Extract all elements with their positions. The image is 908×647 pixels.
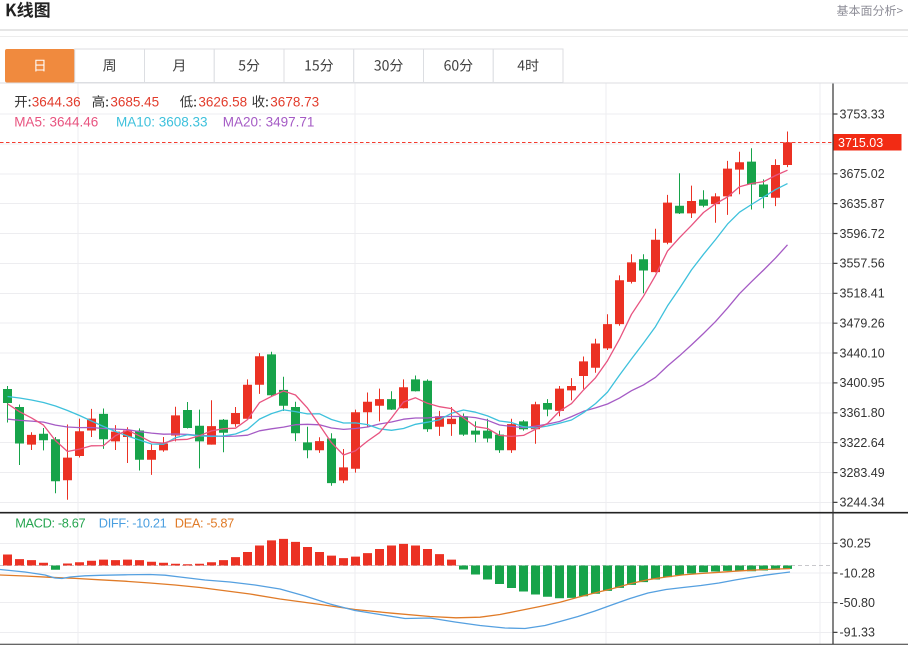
svg-text:-91.33: -91.33 [840, 626, 875, 640]
svg-text:3753.33: 3753.33 [840, 107, 885, 121]
svg-text:3596.72: 3596.72 [840, 227, 885, 241]
svg-text:MACD: -8.67: MACD: -8.67 [15, 516, 85, 531]
svg-text:DIFF: -10.21: DIFF: -10.21 [99, 516, 167, 531]
svg-text:3715.03: 3715.03 [838, 136, 883, 150]
svg-text:3322.64: 3322.64 [840, 436, 885, 450]
svg-text:MA5: 3644.46: MA5: 3644.46 [14, 115, 98, 130]
svg-text:3685.45: 3685.45 [110, 95, 159, 110]
svg-text:3283.49: 3283.49 [840, 466, 885, 480]
svg-text:3400.95: 3400.95 [840, 376, 885, 390]
svg-text:30.25: 30.25 [840, 537, 871, 551]
svg-text:3479.26: 3479.26 [840, 317, 885, 331]
svg-text:DEA: -5.87: DEA: -5.87 [175, 516, 234, 531]
svg-text:MA10: 3608.33: MA10: 3608.33 [116, 115, 208, 130]
svg-text:3518.41: 3518.41 [840, 287, 885, 301]
svg-text:3678.73: 3678.73 [270, 95, 319, 110]
svg-text:MA20: 3497.71: MA20: 3497.71 [223, 115, 315, 130]
svg-text:3635.87: 3635.87 [840, 197, 885, 211]
svg-text:3557.56: 3557.56 [840, 257, 885, 271]
svg-text:3440.10: 3440.10 [840, 346, 885, 360]
svg-text:3244.34: 3244.34 [840, 496, 885, 510]
svg-text:-50.80: -50.80 [840, 596, 875, 610]
svg-text:3675.02: 3675.02 [840, 167, 885, 181]
svg-text:-10.28: -10.28 [840, 566, 875, 580]
svg-text:3626.58: 3626.58 [198, 95, 247, 110]
svg-text:3361.80: 3361.80 [840, 406, 885, 420]
svg-text:3644.36: 3644.36 [32, 95, 81, 110]
